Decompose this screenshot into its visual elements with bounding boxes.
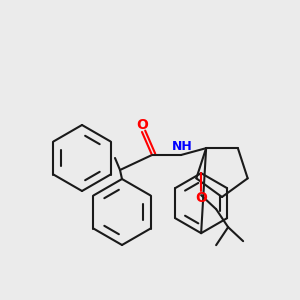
Text: O: O xyxy=(195,191,207,205)
Text: NH: NH xyxy=(172,140,192,152)
Text: O: O xyxy=(136,118,148,132)
